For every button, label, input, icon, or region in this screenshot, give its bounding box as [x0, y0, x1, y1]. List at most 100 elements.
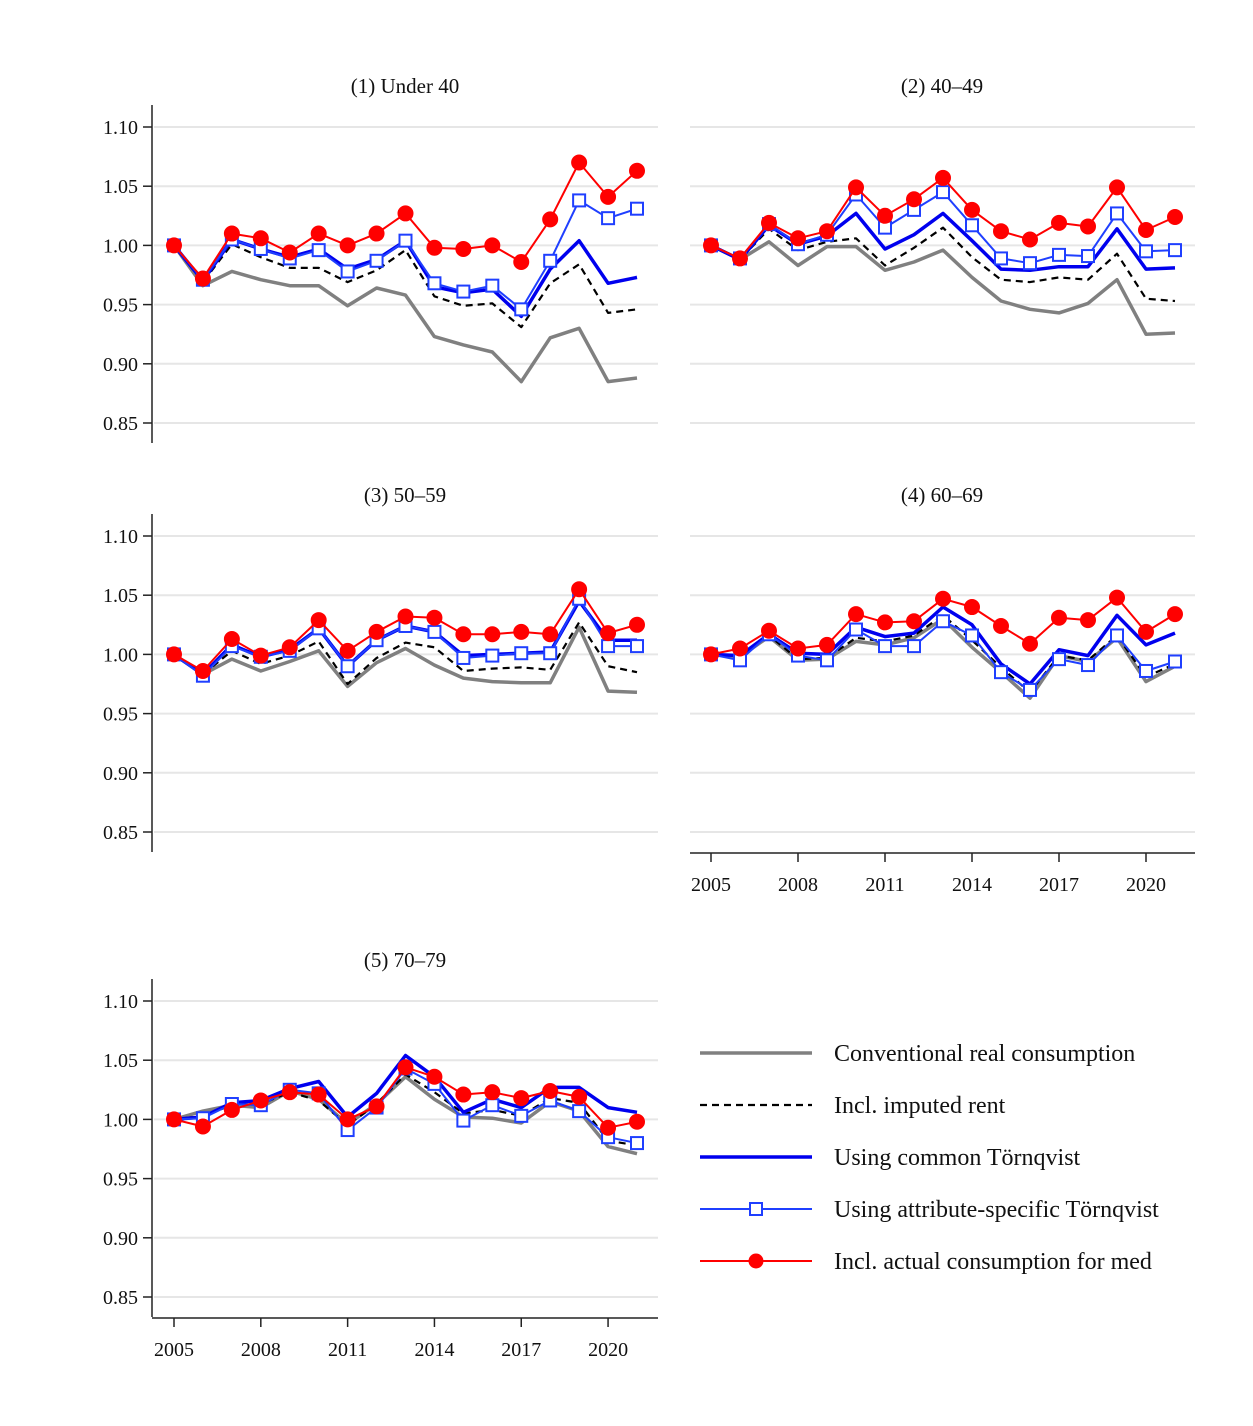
chart-panel-4: (4) 60–69 2005 2008 2011 2014 2017 2020 — [690, 483, 1195, 896]
data-point-attribute_tornqvist — [630, 639, 644, 654]
data-point-actual_med — [542, 1082, 559, 1099]
data-point-attribute_tornqvist — [936, 614, 950, 629]
y-tick-label: 1.10 — [103, 526, 138, 548]
y-tick-label: 1.00 — [103, 644, 138, 666]
data-point-attribute_tornqvist — [1110, 628, 1124, 643]
data-point-attribute_tornqvist — [1139, 663, 1153, 678]
data-point-actual_med — [848, 606, 864, 623]
data-point-actual_med — [935, 169, 951, 186]
y-tick-label: 1.00 — [103, 235, 138, 257]
data-point-actual_med — [1051, 214, 1067, 231]
y-tick-label: 0.95 — [103, 1169, 138, 1191]
series-line-imputed_rent — [173, 243, 638, 329]
data-point-actual_med — [368, 1098, 385, 1115]
data-point-actual_med — [166, 1111, 182, 1128]
data-point-actual_med — [1167, 606, 1183, 623]
legend-label: Incl. imputed rent — [834, 1093, 1006, 1119]
y-tick-label: 1.10 — [103, 117, 138, 139]
data-point-actual_med — [848, 179, 864, 196]
data-point-actual_med — [964, 201, 980, 218]
data-point-actual_med — [1109, 179, 1125, 196]
y-tick-label: 0.90 — [103, 1228, 138, 1250]
data-point-actual_med — [397, 205, 414, 222]
data-point-attribute_tornqvist — [965, 218, 979, 233]
series-line-imputed_rent — [710, 614, 1176, 694]
data-point-actual_med — [194, 662, 211, 679]
data-point-actual_med — [310, 612, 327, 629]
legend-label: Incl. actual consumption for med — [834, 1249, 1152, 1275]
x-tick-label: 2017 — [501, 1339, 541, 1361]
data-point-actual_med — [281, 639, 298, 656]
data-point-actual_med — [484, 1084, 501, 1101]
data-point-actual_med — [703, 237, 719, 254]
data-point-actual_med — [1167, 208, 1183, 225]
data-point-actual_med — [1109, 589, 1125, 606]
data-point-actual_med — [194, 1118, 211, 1135]
x-tick-label: 2020 — [1126, 874, 1166, 896]
data-point-attribute_tornqvist — [601, 639, 616, 654]
data-point-actual_med — [484, 626, 501, 643]
series-line-conventional — [710, 240, 1176, 336]
legend-item-common_tornqvist: Using common Törnqvist — [700, 1145, 1081, 1171]
data-point-attribute_tornqvist — [1081, 658, 1095, 673]
data-point-actual_med — [455, 240, 472, 257]
data-point-attribute_tornqvist — [340, 264, 355, 279]
data-point-actual_med — [600, 188, 617, 205]
data-point-actual_med — [600, 625, 617, 642]
data-point-actual_med — [513, 623, 530, 640]
data-point-actual_med — [629, 1113, 645, 1130]
data-point-actual_med — [906, 613, 922, 630]
data-point-actual_med — [571, 1088, 588, 1105]
data-point-actual_med — [600, 1119, 617, 1136]
data-point-actual_med — [484, 237, 501, 254]
data-point-actual_med — [819, 223, 835, 240]
data-point-actual_med — [1051, 609, 1067, 626]
data-point-actual_med — [397, 608, 414, 625]
series-line-imputed_rent — [710, 226, 1176, 303]
y-tick-label: 0.90 — [103, 354, 138, 376]
data-point-actual_med — [252, 230, 269, 247]
data-point-attribute_tornqvist — [820, 653, 834, 668]
data-point-attribute_tornqvist — [601, 211, 616, 226]
data-point-attribute_tornqvist — [543, 253, 558, 268]
data-point-actual_med — [703, 646, 719, 663]
legend-marker-actual_med — [748, 1253, 764, 1269]
series-line-common_tornqvist — [710, 211, 1176, 273]
series-line-conventional — [172, 244, 638, 384]
data-point-actual_med — [397, 1059, 414, 1076]
data-point-actual_med — [877, 207, 893, 224]
data-point-attribute_tornqvist — [965, 628, 979, 643]
data-point-actual_med — [166, 237, 182, 254]
data-point-actual_med — [629, 162, 645, 179]
chart-panel-5: (5) 70–79 0.85 0.90 0.95 1.00 1.05 1.10 2005 200… — [103, 948, 658, 1361]
chart-panel-1: (1) Under 40 0.85 0.90 0.95 1.00 1.05 1.10 — [103, 74, 658, 443]
data-point-attribute_tornqvist — [456, 1113, 471, 1128]
legend-item-conventional: Conventional real consumption — [700, 1041, 1135, 1067]
data-point-actual_med — [993, 617, 1009, 634]
data-point-actual_med — [339, 237, 356, 254]
data-point-attribute_tornqvist — [514, 302, 529, 317]
data-point-attribute_tornqvist — [936, 185, 950, 200]
legend-item-actual_med: Incl. actual consumption for med — [700, 1249, 1152, 1275]
data-point-actual_med — [542, 211, 559, 228]
y-tick-label: 1.05 — [103, 1050, 138, 1072]
panel-title: (3) 50–59 — [364, 483, 446, 507]
data-point-attribute_tornqvist — [427, 624, 442, 639]
data-point-actual_med — [571, 581, 588, 598]
data-point-attribute_tornqvist — [1052, 652, 1066, 667]
data-point-attribute_tornqvist — [485, 278, 500, 293]
panels: (1) Under 40 0.85 0.90 0.95 1.00 1.05 1.10 (2) … — [103, 74, 1195, 1361]
data-point-actual_med — [281, 244, 298, 261]
data-point-actual_med — [1138, 222, 1154, 239]
x-tick-label: 2011 — [865, 874, 904, 896]
data-point-actual_med — [993, 223, 1009, 240]
y-tick-label: 1.10 — [103, 991, 138, 1013]
data-point-attribute_tornqvist — [994, 665, 1008, 680]
data-point-attribute_tornqvist — [849, 622, 863, 637]
y-tick-label: 1.05 — [103, 585, 138, 607]
data-point-attribute_tornqvist — [1168, 654, 1182, 669]
series-line-common_tornqvist — [173, 1053, 638, 1122]
data-point-actual_med — [194, 270, 211, 287]
data-point-actual_med — [281, 1084, 298, 1101]
data-point-actual_med — [964, 599, 980, 616]
